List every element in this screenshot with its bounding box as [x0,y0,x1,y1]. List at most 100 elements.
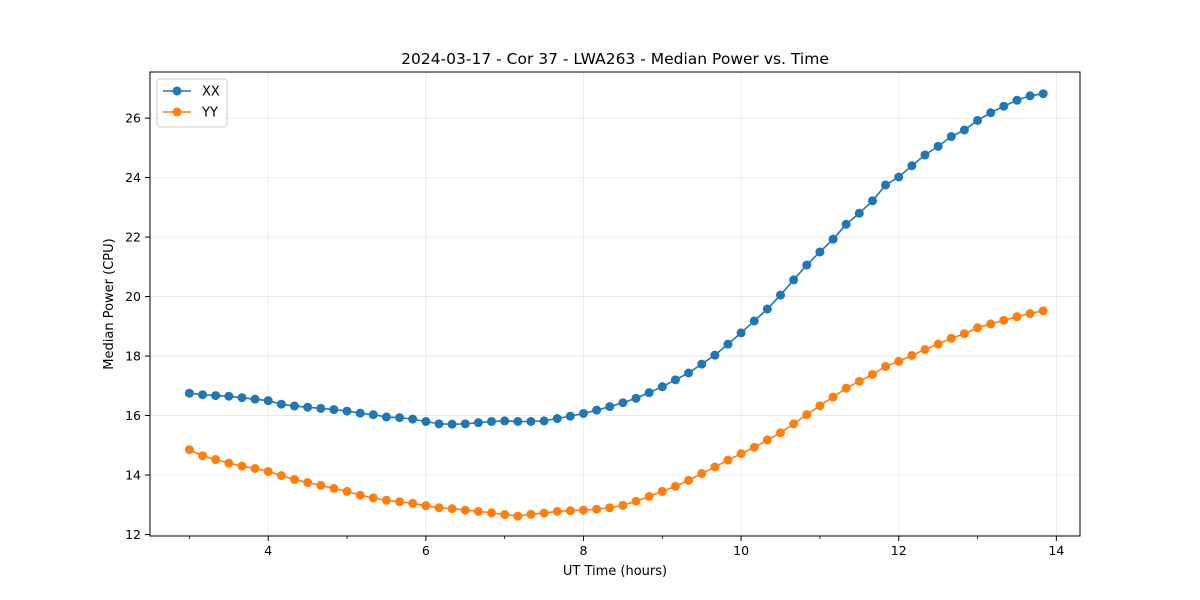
data-point-yy [447,504,457,514]
data-point-xx [211,391,221,401]
data-point-yy [618,500,628,510]
data-point-xx [802,260,812,270]
data-point-yy [486,508,496,518]
data-point-xx [565,411,575,421]
data-point-yy [276,471,286,481]
data-point-xx [736,328,746,338]
data-point-xx [762,304,772,314]
data-point-xx [644,388,654,398]
data-point-xx [198,390,208,400]
data-point-xx [486,416,496,426]
data-point-xx [473,418,483,428]
data-point-xx [1038,89,1048,99]
data-point-xx [329,405,339,415]
y-tick-label: 24 [125,170,141,185]
x-tick-label: 6 [422,543,430,558]
data-point-yy [684,475,694,485]
data-point-yy [237,461,247,471]
data-point-yy [592,504,602,514]
data-point-xx [434,419,444,429]
y-tick-label: 12 [125,527,141,542]
data-point-yy [578,505,588,515]
data-point-xx [986,108,996,118]
data-point-yy [381,495,391,505]
legend-marker-yy [172,107,182,117]
y-tick-label: 16 [125,408,141,423]
data-point-yy [946,333,956,343]
data-point-xx [973,115,983,125]
data-point-yy [789,419,799,429]
y-tick-label: 20 [125,289,141,304]
data-point-xx [395,413,405,423]
data-point-yy [500,510,510,520]
data-point-yy [434,503,444,513]
data-point-yy [263,466,273,476]
data-point-yy [198,451,208,461]
data-point-yy [1025,309,1035,319]
data-point-yy [526,509,536,519]
data-point-xx [513,416,523,426]
data-point-yy [776,428,786,438]
data-point-yy [1038,306,1048,316]
data-point-xx [684,368,694,378]
data-point-xx [316,403,326,413]
data-point-yy [539,508,549,518]
data-point-yy [552,506,562,516]
data-point-xx [303,402,313,412]
data-point-xx [368,410,378,420]
data-point-yy [710,462,720,472]
data-point-xx [749,316,759,326]
plot-frame [149,71,1081,537]
data-point-xx [946,132,956,142]
legend-label-xx: XX [202,85,220,100]
y-tick-label: 26 [125,111,141,126]
legend-label-yy: YY [201,106,218,121]
data-point-xx [618,398,628,408]
data-point-yy [959,329,969,339]
data-point-yy [881,361,891,371]
data-point-xx [500,416,510,426]
data-point-yy [854,376,864,386]
y-tick-label: 14 [125,468,141,483]
data-point-yy [736,449,746,459]
data-point-xx [289,401,299,411]
data-point-yy [815,401,825,411]
data-point-yy [920,345,930,355]
data-point-xx [224,391,234,401]
data-point-yy [303,477,313,487]
data-point-yy [316,480,326,490]
data-point-xx [723,339,733,349]
data-point-xx [933,141,943,151]
data-point-yy [368,493,378,503]
data-point-yy [250,463,260,473]
data-point-xx [907,161,917,171]
series-yy [184,306,1048,521]
chart-title: 2024-03-17 - Cor 37 - LWA263 - Median Po… [401,50,829,68]
data-point-yy [421,501,431,511]
data-point-yy [841,383,851,393]
data-point-xx [250,394,260,404]
y-tick-label: 22 [125,230,141,245]
data-point-xx [460,419,470,429]
data-point-xx [1025,91,1035,101]
data-point-yy [460,505,470,515]
data-point-yy [802,410,812,420]
data-point-yy [631,496,641,506]
data-point-xx [539,416,549,426]
x-tick-label: 8 [579,543,587,558]
data-point-yy [762,435,772,445]
data-point-yy [999,315,1009,325]
data-point-yy [565,506,575,516]
data-point-xx [776,290,786,300]
data-point-yy [473,506,483,516]
data-point-xx [592,405,602,415]
data-point-xx [184,388,194,398]
data-point-xx [421,416,431,426]
data-point-xx [999,101,1009,111]
data-point-yy [342,486,352,496]
data-point-xx [447,419,457,429]
data-point-yy [289,474,299,484]
data-point-yy [395,497,405,507]
data-point-yy [644,491,654,501]
